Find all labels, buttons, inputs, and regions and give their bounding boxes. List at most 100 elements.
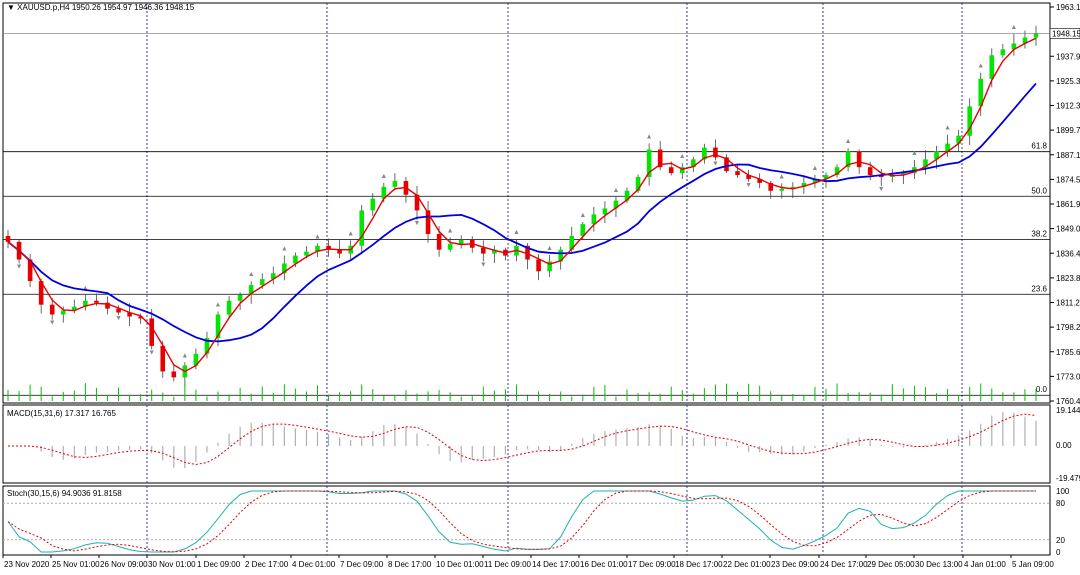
candle-body[interactable] — [105, 302, 110, 309]
candle-body[interactable] — [171, 371, 177, 378]
candle-body[interactable] — [481, 247, 486, 254]
candle-body[interactable] — [49, 304, 55, 315]
candle-body[interactable] — [5, 235, 11, 242]
candle-body[interactable] — [83, 300, 88, 307]
candle-body[interactable] — [27, 259, 33, 282]
candle-body[interactable] — [834, 167, 840, 176]
candle-body[interactable] — [724, 157, 729, 172]
fractal-marker-icon: ▼ — [115, 315, 122, 322]
candle-body[interactable] — [613, 200, 619, 209]
candle-body[interactable] — [392, 180, 398, 187]
candle-body[interactable] — [293, 255, 298, 264]
candle-body[interactable] — [657, 149, 663, 168]
collapse-triangle-icon: ▼ — [7, 3, 15, 12]
candle-body[interactable] — [547, 261, 552, 272]
time-axis-label: 17 Dec 09:00 — [628, 560, 676, 569]
time-axis-label: 30 Nov 01:00 — [148, 560, 196, 569]
candle-body[interactable] — [259, 279, 265, 286]
candle-body[interactable] — [1022, 37, 1028, 44]
candle-body[interactable] — [359, 210, 365, 246]
candle-body[interactable] — [248, 285, 254, 295]
main-panel[interactable] — [2, 2, 1051, 404]
candle-body[interactable] — [801, 182, 807, 187]
candle-body[interactable] — [215, 314, 221, 339]
candle-body[interactable] — [525, 245, 530, 260]
candle-body[interactable] — [304, 251, 309, 256]
candle-body[interactable] — [492, 249, 497, 254]
candle-body[interactable] — [967, 106, 972, 136]
candle-body[interactable] — [193, 353, 199, 366]
candle-body[interactable] — [337, 249, 342, 254]
macd-axis-label: 19.144 — [1056, 406, 1080, 415]
candle-body[interactable] — [204, 338, 210, 354]
candle-body[interactable] — [282, 263, 287, 274]
candle-body[interactable] — [713, 147, 718, 158]
candle-body[interactable] — [591, 214, 597, 225]
candle-body[interactable] — [989, 55, 995, 79]
candle-body[interactable] — [702, 147, 707, 160]
candle-body[interactable] — [779, 188, 785, 191]
candle-body[interactable] — [746, 175, 751, 179]
candle-body[interactable] — [536, 259, 541, 272]
candle-body[interactable] — [768, 182, 774, 191]
candle-body[interactable] — [38, 281, 44, 305]
candle-body[interactable] — [1011, 43, 1017, 50]
candle-body[interactable] — [558, 249, 563, 262]
candle-body[interactable] — [447, 243, 453, 250]
candle-body[interactable] — [679, 167, 685, 174]
candle-body[interactable] — [823, 175, 829, 179]
candle-body[interactable] — [436, 233, 442, 250]
candle-body[interactable] — [149, 318, 154, 346]
candle-body[interactable] — [237, 294, 243, 301]
candle-body[interactable] — [381, 186, 387, 199]
candle-body[interactable] — [1033, 33, 1039, 38]
candle-body[interactable] — [569, 235, 575, 250]
candle-body[interactable] — [127, 312, 132, 317]
candle-body[interactable] — [326, 245, 331, 250]
candle-body[interactable] — [138, 316, 143, 319]
candle-body[interactable] — [945, 143, 950, 152]
candle-body[interactable] — [270, 273, 276, 280]
fractal-marker-icon: ▲ — [679, 153, 686, 160]
candle-body[interactable] — [458, 239, 464, 244]
candle-body[interactable] — [414, 194, 420, 211]
candle-body[interactable] — [668, 167, 674, 174]
price-axis-label: 1811.20 — [1056, 299, 1080, 308]
candle-body[interactable] — [370, 198, 376, 211]
candle-body[interactable] — [60, 310, 66, 315]
candle-body[interactable] — [425, 210, 431, 234]
candle-body[interactable] — [160, 345, 166, 372]
candle-body[interactable] — [923, 159, 928, 168]
candle-body[interactable] — [956, 135, 961, 144]
candle-body[interactable] — [116, 308, 121, 313]
candle-body[interactable] — [934, 151, 939, 160]
candle-body[interactable] — [635, 177, 641, 191]
candle-body[interactable] — [735, 171, 740, 176]
macd-signal-line — [8, 413, 1037, 466]
price-axis-label: 1861.95 — [1056, 200, 1080, 209]
candle-body[interactable] — [790, 186, 796, 189]
candle-body[interactable] — [94, 300, 99, 303]
candle-body[interactable] — [845, 151, 851, 168]
ma-slow-line — [7, 82, 1037, 343]
candle-body[interactable] — [72, 306, 77, 311]
candle-body[interactable] — [978, 78, 984, 107]
candle-body[interactable] — [691, 159, 696, 168]
candle-body[interactable] — [1000, 49, 1006, 56]
candle-body[interactable] — [757, 178, 762, 183]
macd-panel[interactable] — [2, 404, 1051, 484]
candle-body[interactable] — [580, 224, 586, 236]
candle-body[interactable] — [901, 173, 906, 176]
candle-body[interactable] — [878, 175, 884, 178]
candle-body[interactable] — [226, 300, 232, 315]
candle-body[interactable] — [867, 167, 873, 176]
candle-body[interactable] — [624, 190, 630, 201]
candle-body[interactable] — [602, 208, 608, 215]
candle-body[interactable] — [315, 245, 320, 252]
candle-body[interactable] — [812, 178, 818, 183]
stoch-panel[interactable] — [2, 485, 1051, 556]
candle-body[interactable] — [856, 151, 862, 168]
candle-body[interactable] — [646, 149, 652, 178]
